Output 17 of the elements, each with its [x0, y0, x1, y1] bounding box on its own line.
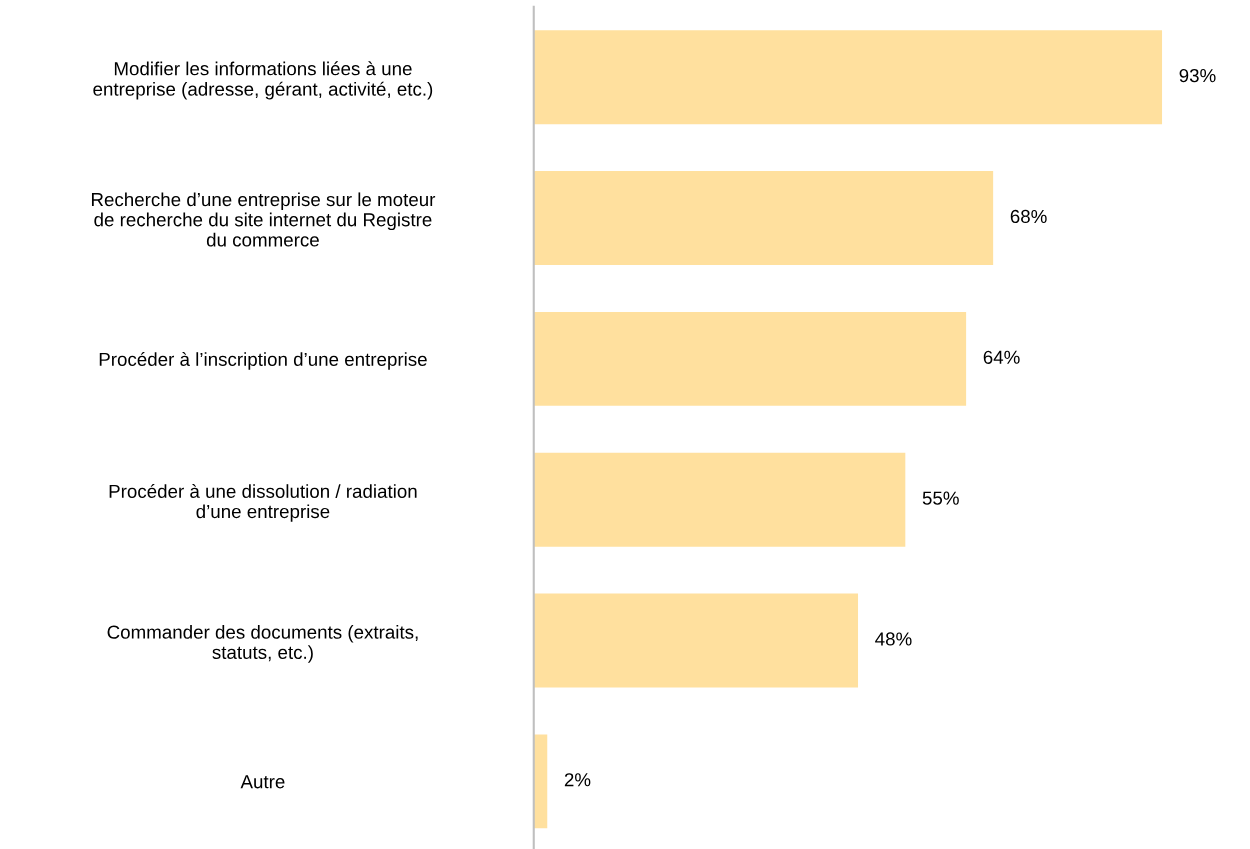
y-tick-label: Procéder à une dissolution / radiation d’une entreprise	[109, 483, 417, 522]
bar	[533, 452, 906, 547]
y-tick-label: Procéder à l’inscription d’une entreprise	[99, 351, 427, 370]
bar	[533, 311, 967, 406]
data-label: 55%	[922, 491, 959, 505]
data-label: 64%	[983, 350, 1020, 364]
bar	[533, 30, 1163, 125]
y-tick-label: Modifier les informations liées à une entreprise (adresse, gérant, activité, etc.)	[93, 61, 433, 100]
data-label: 48%	[875, 632, 912, 646]
bar	[533, 171, 994, 266]
y-tick-label: Recherche d’une entreprise sur le moteur de recherche du site internet du Registre du commerce	[91, 192, 436, 247]
data-label: 68%	[1010, 209, 1047, 224]
y-tick-label: Autre	[240, 775, 285, 789]
bar	[533, 593, 859, 688]
data-label: 2%	[564, 773, 591, 787]
data-label: 93%	[1179, 68, 1216, 83]
y-tick-label: Commander des documents (extraits, statuts, etc.)	[107, 625, 418, 663]
